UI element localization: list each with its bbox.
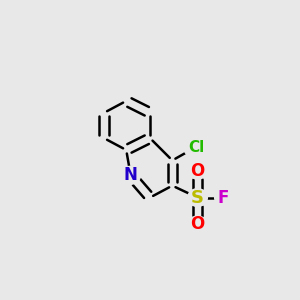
Text: F: F [217,189,229,207]
Text: S: S [191,189,204,207]
Ellipse shape [188,189,207,206]
Text: N: N [124,166,138,184]
Ellipse shape [121,166,140,184]
Text: O: O [190,162,205,180]
Ellipse shape [188,163,207,179]
Ellipse shape [214,190,231,205]
Text: Cl: Cl [188,140,204,154]
Ellipse shape [184,136,208,158]
Text: O: O [190,215,205,233]
Ellipse shape [188,216,207,232]
